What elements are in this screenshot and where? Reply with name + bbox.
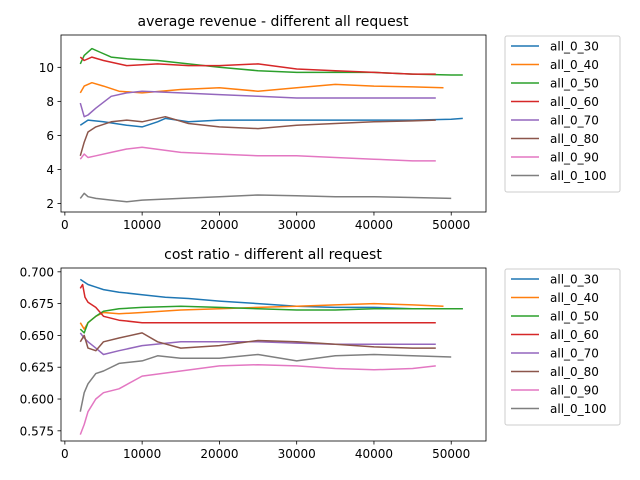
cost-ratio-legend-label: all_0_30	[550, 273, 599, 287]
revenue-y-tick-label: 8	[46, 95, 54, 109]
cost-ratio-y-tick-label: 0.675	[20, 297, 54, 311]
cost-ratio-series-line-all_0_50	[79, 305, 463, 334]
revenue-x-tick-label: 0	[61, 218, 69, 232]
revenue-series-line-all_0_50	[79, 47, 463, 76]
cost-ratio-legend-label: all_0_50	[550, 310, 599, 324]
cost-ratio-x-tick-label: 30000	[278, 447, 316, 461]
cost-ratio-legend-label: all_0_70	[550, 347, 599, 361]
revenue-series-line-all_0_90	[79, 146, 436, 162]
revenue-axes-frame	[60, 34, 487, 213]
revenue-series-line-all_0_70	[79, 90, 436, 118]
revenue-legend-label: all_0_90	[550, 151, 599, 165]
cost-ratio-x-tick-label: 0	[61, 447, 69, 461]
cost-ratio-series-line-all_0_100	[79, 353, 452, 412]
cost-ratio-series-line-all_0_60	[79, 283, 436, 324]
revenue-x-tick-label: 10000	[123, 218, 161, 232]
revenue-chart: average revenue - different all request …	[39, 14, 621, 232]
cost-ratio-series-line-all_0_80	[79, 332, 436, 352]
revenue-legend-label: all_0_50	[550, 77, 599, 91]
cost-ratio-legend-label: all_0_100	[550, 402, 607, 416]
cost-ratio-legend-label: all_0_40	[550, 291, 599, 305]
revenue-y-tick-label: 10	[39, 61, 54, 75]
cost-ratio-chart: cost ratio - different all request 0 1000…	[20, 247, 621, 461]
revenue-series-line-all_0_60	[79, 56, 436, 75]
cost-ratio-legend-label: all_0_90	[550, 384, 599, 398]
revenue-legend-box	[504, 35, 621, 193]
cost-ratio-chart-title: cost ratio - different all request	[164, 247, 382, 263]
revenue-x-tick-label: 40000	[355, 218, 393, 232]
revenue-y-tick-label: 4	[46, 163, 54, 177]
cost-ratio-series-line-all_0_70	[79, 332, 436, 356]
cost-ratio-y-tick-label: 0.625	[20, 361, 54, 375]
cost-ratio-x-tick-label: 10000	[123, 447, 161, 461]
cost-ratio-axes-frame	[60, 267, 487, 442]
revenue-series-line-all_0_30	[79, 117, 463, 128]
revenue-legend-label: all_0_80	[550, 132, 599, 146]
revenue-legend: all_0_30 all_0_40 all_0_50 all_0_60 all_0_70…	[504, 35, 621, 193]
cost-ratio-x-tick-label: 20000	[200, 447, 238, 461]
cost-ratio-y-tick-label: 0.575	[20, 424, 54, 438]
revenue-legend-label: all_0_100	[550, 169, 607, 183]
revenue-series-line-all_0_100	[79, 192, 452, 203]
cost-ratio-legend-label: all_0_60	[550, 328, 599, 342]
revenue-y-tick-label: 6	[46, 129, 54, 143]
revenue-legend-label: all_0_30	[550, 40, 599, 54]
revenue-x-tick-label: 50000	[432, 218, 470, 232]
cost-ratio-legend-label: all_0_80	[550, 365, 599, 379]
revenue-series-line-all_0_40	[79, 81, 444, 94]
cost-ratio-y-tick-label: 0.600	[20, 393, 54, 407]
cost-ratio-series-line-all_0_90	[79, 363, 436, 435]
revenue-y-tick-label: 2	[46, 197, 54, 211]
cost-ratio-legend: all_0_30 all_0_40 all_0_50 all_0_60 all_0_70…	[504, 268, 621, 426]
revenue-chart-title: average revenue - different all request	[138, 14, 409, 30]
revenue-legend-label: all_0_60	[550, 95, 599, 109]
cost-ratio-legend-box	[504, 268, 621, 426]
revenue-x-tick-label: 20000	[200, 218, 238, 232]
revenue-series-line-all_0_80	[79, 115, 436, 157]
cost-ratio-y-tick-label: 0.700	[20, 265, 54, 279]
cost-ratio-x-tick-label: 40000	[355, 447, 393, 461]
cost-ratio-x-tick-label: 50000	[432, 447, 470, 461]
revenue-x-tick-label: 30000	[278, 218, 316, 232]
revenue-legend-label: all_0_70	[550, 114, 599, 128]
cost-ratio-y-tick-label: 0.650	[20, 329, 54, 343]
revenue-legend-label: all_0_40	[550, 58, 599, 72]
cost-ratio-series-line-all_0_30	[79, 278, 463, 310]
